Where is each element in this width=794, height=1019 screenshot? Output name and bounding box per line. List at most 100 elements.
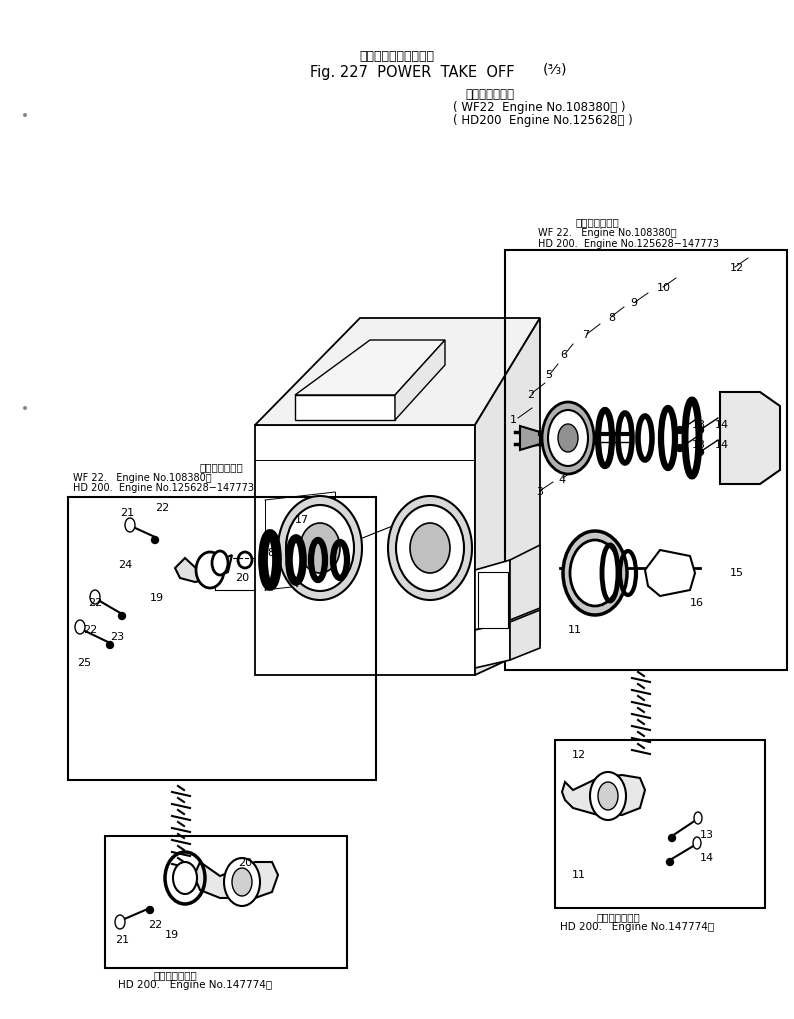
Text: 適　用　号　機: 適 用 号 機 (153, 970, 197, 980)
Ellipse shape (696, 427, 703, 433)
Text: 19: 19 (150, 593, 164, 603)
Text: 5: 5 (545, 370, 552, 380)
Polygon shape (510, 610, 540, 660)
Text: 22: 22 (83, 625, 97, 635)
Ellipse shape (676, 444, 684, 451)
Polygon shape (510, 545, 540, 620)
Text: 13: 13 (692, 440, 706, 450)
Polygon shape (395, 340, 445, 420)
Text: 14: 14 (700, 853, 714, 863)
Text: 適　用　号　機: 適 用 号 機 (596, 912, 640, 922)
Ellipse shape (232, 868, 252, 896)
Text: 11: 11 (568, 625, 582, 635)
Text: 12: 12 (730, 263, 744, 273)
Ellipse shape (396, 505, 464, 591)
Bar (105, 836, 347, 968)
Ellipse shape (212, 551, 228, 575)
Polygon shape (645, 550, 695, 596)
Ellipse shape (173, 862, 197, 894)
Text: 22: 22 (155, 503, 169, 513)
Text: HD 200.   Engine No.147774～: HD 200. Engine No.147774～ (118, 980, 272, 990)
Text: 2: 2 (527, 390, 534, 400)
Text: 4: 4 (558, 475, 565, 485)
Ellipse shape (278, 496, 362, 600)
Polygon shape (175, 555, 232, 582)
Text: Fig. 227  POWER  TAKE  OFF: Fig. 227 POWER TAKE OFF (310, 65, 515, 81)
Polygon shape (295, 395, 395, 420)
Text: 12: 12 (572, 750, 586, 760)
Text: 14: 14 (715, 420, 729, 430)
Text: 20: 20 (238, 858, 252, 868)
Ellipse shape (542, 403, 594, 474)
Polygon shape (255, 318, 540, 425)
Ellipse shape (388, 496, 472, 600)
Text: 23: 23 (110, 632, 124, 642)
Bar (555, 740, 765, 908)
Ellipse shape (196, 552, 224, 588)
Text: 1: 1 (510, 415, 517, 425)
Text: 25: 25 (77, 658, 91, 668)
Polygon shape (255, 425, 475, 675)
Ellipse shape (676, 427, 684, 433)
Text: 21: 21 (115, 935, 129, 945)
Text: パワー　テーク　オフ: パワー テーク オフ (360, 50, 434, 63)
Text: 22: 22 (88, 598, 102, 608)
Ellipse shape (666, 858, 673, 865)
Ellipse shape (152, 536, 159, 543)
Ellipse shape (570, 540, 620, 606)
Text: 16: 16 (690, 598, 704, 608)
Ellipse shape (118, 612, 125, 620)
Text: (³⁄₃): (³⁄₃) (543, 62, 568, 76)
Ellipse shape (23, 406, 27, 410)
Text: 適　用　号　機: 適 用 号 機 (575, 217, 619, 227)
Ellipse shape (669, 835, 676, 842)
Text: 20: 20 (235, 573, 249, 583)
Ellipse shape (598, 782, 618, 810)
Text: HD 200.  Engine No.125628−147773: HD 200. Engine No.125628−147773 (538, 239, 719, 249)
Text: 7: 7 (582, 330, 589, 340)
Text: 22: 22 (148, 920, 162, 930)
Ellipse shape (224, 858, 260, 906)
Ellipse shape (106, 642, 114, 648)
Ellipse shape (590, 772, 626, 820)
Ellipse shape (696, 448, 703, 455)
Text: ( HD200  Engine No.125628～ ): ( HD200 Engine No.125628～ ) (453, 114, 633, 127)
Text: 11: 11 (572, 870, 586, 880)
Ellipse shape (410, 523, 450, 573)
Text: WF 22.   Engine No.108380～: WF 22. Engine No.108380～ (73, 473, 212, 483)
Text: 13: 13 (692, 420, 706, 430)
Polygon shape (475, 318, 540, 675)
Text: HD 200.   Engine No.147774～: HD 200. Engine No.147774～ (560, 922, 714, 932)
Bar (478, 572, 508, 628)
Text: 3: 3 (536, 487, 543, 497)
Ellipse shape (693, 837, 701, 849)
Text: 8: 8 (608, 313, 615, 323)
Text: 9: 9 (630, 298, 637, 308)
Ellipse shape (300, 523, 340, 573)
Ellipse shape (115, 915, 125, 929)
Text: WF 22.   Engine No.108380～: WF 22. Engine No.108380～ (538, 228, 676, 238)
Ellipse shape (694, 812, 702, 824)
Bar (68, 497, 376, 780)
Text: 18: 18 (262, 548, 276, 558)
Text: 21: 21 (120, 508, 134, 518)
Ellipse shape (90, 590, 100, 604)
Bar (505, 250, 787, 671)
Text: 10: 10 (657, 283, 671, 293)
Polygon shape (194, 862, 278, 898)
Polygon shape (475, 560, 510, 630)
Text: 17: 17 (295, 515, 309, 525)
Polygon shape (720, 392, 780, 484)
Text: 15: 15 (730, 568, 744, 578)
Polygon shape (475, 622, 510, 668)
Ellipse shape (558, 424, 578, 452)
Polygon shape (520, 426, 540, 450)
Ellipse shape (147, 907, 153, 913)
Polygon shape (295, 340, 445, 395)
Ellipse shape (286, 505, 354, 591)
Text: ( WF22  Engine No.108380～ ): ( WF22 Engine No.108380～ ) (453, 101, 626, 114)
Text: 適　用　号　機: 適 用 号 機 (465, 88, 515, 101)
Text: 24: 24 (118, 560, 133, 570)
Ellipse shape (125, 518, 135, 532)
Ellipse shape (548, 410, 588, 466)
